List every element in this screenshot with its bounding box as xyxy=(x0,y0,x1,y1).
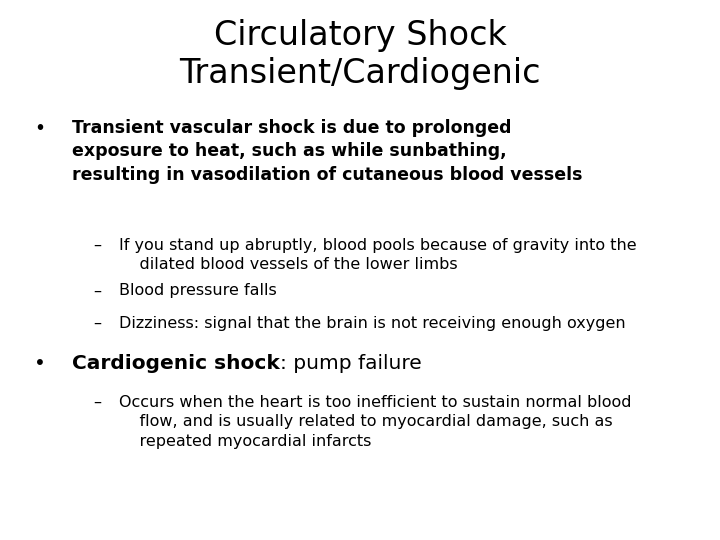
Text: Dizziness: signal that the brain is not receiving enough oxygen: Dizziness: signal that the brain is not … xyxy=(119,316,626,331)
Text: Occurs when the heart is too inefficient to sustain normal blood
    flow, and i: Occurs when the heart is too inefficient… xyxy=(119,395,631,449)
Text: •: • xyxy=(34,119,45,138)
Text: •: • xyxy=(34,354,45,373)
Text: Blood pressure falls: Blood pressure falls xyxy=(119,284,276,299)
Text: –: – xyxy=(94,316,102,331)
Text: If you stand up abruptly, blood pools because of gravity into the
    dilated bl: If you stand up abruptly, blood pools be… xyxy=(119,238,636,272)
Text: Circulatory Shock: Circulatory Shock xyxy=(214,19,506,52)
Text: : pump failure: : pump failure xyxy=(280,354,421,373)
Text: Cardiogenic shock: Cardiogenic shock xyxy=(72,354,280,373)
Text: –: – xyxy=(94,395,102,410)
Text: Transient/Cardiogenic: Transient/Cardiogenic xyxy=(179,57,541,90)
Text: Transient vascular shock is due to prolonged
exposure to heat, such as while sun: Transient vascular shock is due to prolo… xyxy=(72,119,582,184)
Text: –: – xyxy=(94,284,102,299)
Text: –: – xyxy=(94,238,102,253)
